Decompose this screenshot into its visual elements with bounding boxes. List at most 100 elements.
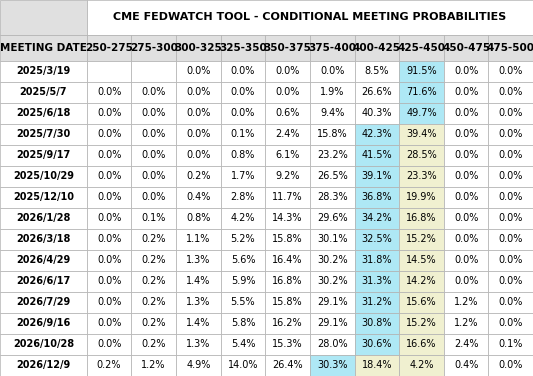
Bar <box>444 103 488 124</box>
Text: 275-300: 275-300 <box>130 43 177 53</box>
Text: 0.0%: 0.0% <box>454 255 478 265</box>
Text: 0.0%: 0.0% <box>498 276 523 287</box>
Text: 15.8%: 15.8% <box>272 235 303 244</box>
Bar <box>87 271 132 292</box>
Text: 1.1%: 1.1% <box>186 235 211 244</box>
Text: 0.0%: 0.0% <box>186 67 211 76</box>
Text: 5.2%: 5.2% <box>231 235 255 244</box>
Text: 16.8%: 16.8% <box>272 276 303 287</box>
Text: 16.8%: 16.8% <box>406 214 437 223</box>
Text: 0.0%: 0.0% <box>454 129 478 139</box>
Bar <box>132 355 176 376</box>
Text: 4.2%: 4.2% <box>231 214 255 223</box>
Text: 30.8%: 30.8% <box>361 318 392 329</box>
Text: 1.4%: 1.4% <box>186 276 211 287</box>
Text: 0.2%: 0.2% <box>141 235 166 244</box>
Bar <box>176 61 221 82</box>
Bar <box>265 187 310 208</box>
Bar <box>132 61 176 82</box>
Bar <box>354 355 399 376</box>
Bar <box>488 124 533 145</box>
Bar <box>444 61 488 82</box>
Text: 1.9%: 1.9% <box>320 88 344 97</box>
Bar <box>132 271 176 292</box>
Text: 0.0%: 0.0% <box>97 150 122 161</box>
Text: 2025/6/18: 2025/6/18 <box>16 108 70 118</box>
Text: 0.0%: 0.0% <box>454 150 478 161</box>
Bar <box>354 124 399 145</box>
Text: 5.5%: 5.5% <box>231 297 255 308</box>
Text: 1.2%: 1.2% <box>454 297 478 308</box>
Bar <box>444 187 488 208</box>
Text: 2026/9/16: 2026/9/16 <box>17 318 70 329</box>
Text: 15.3%: 15.3% <box>272 340 303 349</box>
Bar <box>176 271 221 292</box>
Text: 0.0%: 0.0% <box>97 318 122 329</box>
Bar <box>488 313 533 334</box>
Text: 31.8%: 31.8% <box>361 255 392 265</box>
Bar <box>0 229 87 250</box>
Text: 0.0%: 0.0% <box>498 318 523 329</box>
Text: 5.9%: 5.9% <box>231 276 255 287</box>
Text: 475-500: 475-500 <box>487 43 533 53</box>
Bar <box>310 229 354 250</box>
Text: 41.5%: 41.5% <box>361 150 392 161</box>
Bar <box>399 313 444 334</box>
Text: 0.2%: 0.2% <box>141 340 166 349</box>
Bar <box>354 271 399 292</box>
Bar <box>176 355 221 376</box>
Text: 2025/7/30: 2025/7/30 <box>17 129 70 139</box>
Text: 2.8%: 2.8% <box>231 193 255 202</box>
Bar <box>399 124 444 145</box>
Bar <box>132 82 176 103</box>
Bar <box>0 208 87 229</box>
Text: 0.2%: 0.2% <box>141 255 166 265</box>
Text: 26.5%: 26.5% <box>317 171 348 182</box>
Text: 0.0%: 0.0% <box>454 88 478 97</box>
Bar <box>265 355 310 376</box>
Bar <box>87 313 132 334</box>
Bar <box>265 103 310 124</box>
Bar <box>310 124 354 145</box>
Text: 0.2%: 0.2% <box>141 276 166 287</box>
Bar <box>488 35 533 61</box>
Text: 0.0%: 0.0% <box>97 171 122 182</box>
Text: 2026/4/29: 2026/4/29 <box>17 255 70 265</box>
Bar <box>0 61 87 82</box>
Bar <box>265 35 310 61</box>
Text: 0.8%: 0.8% <box>231 150 255 161</box>
Bar <box>310 35 354 61</box>
Text: 0.0%: 0.0% <box>454 193 478 202</box>
Bar <box>488 208 533 229</box>
Bar <box>310 271 354 292</box>
Text: 0.2%: 0.2% <box>186 171 211 182</box>
Text: 2.4%: 2.4% <box>276 129 300 139</box>
Text: 16.6%: 16.6% <box>406 340 437 349</box>
Text: 49.7%: 49.7% <box>406 108 437 118</box>
Text: 0.6%: 0.6% <box>276 108 300 118</box>
Text: 4.9%: 4.9% <box>186 361 211 370</box>
Text: 29.1%: 29.1% <box>317 297 348 308</box>
Text: 0.0%: 0.0% <box>454 108 478 118</box>
Bar <box>399 145 444 166</box>
Bar <box>221 187 265 208</box>
Bar <box>87 229 132 250</box>
Text: CME FEDWATCH TOOL - CONDITIONAL MEETING PROBABILITIES: CME FEDWATCH TOOL - CONDITIONAL MEETING … <box>113 12 506 22</box>
Bar <box>0 0 87 35</box>
Text: 0.0%: 0.0% <box>498 150 523 161</box>
Text: 14.5%: 14.5% <box>406 255 437 265</box>
Text: 30.3%: 30.3% <box>317 361 348 370</box>
Text: 15.2%: 15.2% <box>406 235 437 244</box>
Text: 31.2%: 31.2% <box>361 297 392 308</box>
Bar <box>399 355 444 376</box>
Text: 2025/12/10: 2025/12/10 <box>13 193 74 202</box>
Bar <box>87 103 132 124</box>
Text: 2026/3/18: 2026/3/18 <box>16 235 70 244</box>
Bar <box>132 103 176 124</box>
Bar <box>265 82 310 103</box>
Bar <box>221 124 265 145</box>
Text: 18.4%: 18.4% <box>361 361 392 370</box>
Bar <box>176 166 221 187</box>
Bar <box>176 103 221 124</box>
Text: 0.0%: 0.0% <box>142 108 166 118</box>
